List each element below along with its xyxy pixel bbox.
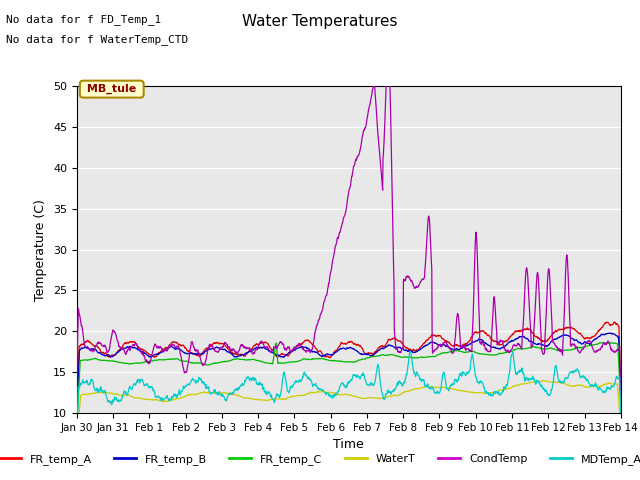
Text: No data for f WaterTemp_CTD: No data for f WaterTemp_CTD — [6, 34, 189, 45]
Text: Water Temperatures: Water Temperatures — [243, 14, 397, 29]
Text: No data for f FD_Temp_1: No data for f FD_Temp_1 — [6, 14, 162, 25]
X-axis label: Time: Time — [333, 438, 364, 451]
Text: MB_tule: MB_tule — [83, 84, 140, 94]
Legend: FR_temp_A, FR_temp_B, FR_temp_C, WaterT, CondTemp, MDTemp_A: FR_temp_A, FR_temp_B, FR_temp_C, WaterT,… — [0, 450, 640, 469]
Y-axis label: Temperature (C): Temperature (C) — [35, 199, 47, 300]
